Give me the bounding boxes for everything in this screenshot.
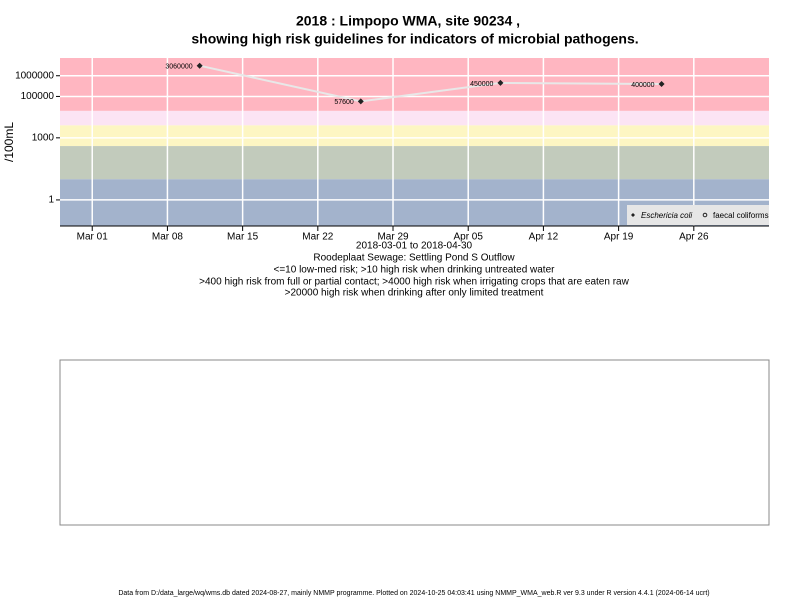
x-tick-label: Mar 08 xyxy=(152,232,184,243)
x-tick-label: Mar 15 xyxy=(227,232,259,243)
x-tick-label: Apr 26 xyxy=(679,232,709,243)
y-tick-label: 1000 xyxy=(32,132,55,143)
y-tick-label: 1000000 xyxy=(15,70,54,81)
x-tick-label: Apr 05 xyxy=(453,232,483,243)
data-label: 57600 xyxy=(334,99,354,106)
series-line xyxy=(199,64,662,103)
x-tick-label: Apr 12 xyxy=(529,232,559,243)
chart-subtitle: showing high risk guidelines for indicat… xyxy=(191,31,638,47)
data-point xyxy=(658,80,665,87)
data-label: 400000 xyxy=(631,82,654,89)
legend-label: Eschericia coli xyxy=(641,211,692,220)
note: Roodeplaat Sewage: Settling Pond S Outfl… xyxy=(313,253,515,264)
legend-box xyxy=(627,205,769,225)
note: >20000 high risk when drinking after onl… xyxy=(285,288,544,299)
x-tick-label: Mar 29 xyxy=(377,232,409,243)
risk-band xyxy=(60,146,769,180)
data-label: 3060000 xyxy=(165,64,192,71)
x-tick-label: Mar 01 xyxy=(77,232,109,243)
data-label: 450000 xyxy=(470,81,493,88)
y-axis-label: /100mL xyxy=(2,122,16,162)
date-range: 2018-03-01 to 2018-04-30 xyxy=(356,241,473,252)
risk-band xyxy=(60,110,769,126)
legend-marker xyxy=(631,213,635,217)
note: >400 high risk from full or partial cont… xyxy=(199,277,629,288)
note: <=10 low-med risk; >10 high risk when dr… xyxy=(274,265,556,276)
footer: Data from D:/data_large/wq/wms.db dated … xyxy=(118,590,709,597)
legend-label: faecal coliforms xyxy=(713,211,769,220)
data-point xyxy=(196,62,203,69)
data-point xyxy=(497,79,504,86)
data-point xyxy=(357,98,364,105)
y-tick-label: 1 xyxy=(48,195,54,206)
chart-title: 2018 : Limpopo WMA, site 90234 , xyxy=(296,13,520,29)
risk-band xyxy=(60,125,769,147)
y-tick-label: 100000 xyxy=(21,91,55,102)
legend-marker xyxy=(702,212,708,218)
x-tick-label: Mar 22 xyxy=(302,232,334,243)
x-tick-label: Apr 19 xyxy=(604,232,634,243)
empty-panel xyxy=(59,359,770,526)
